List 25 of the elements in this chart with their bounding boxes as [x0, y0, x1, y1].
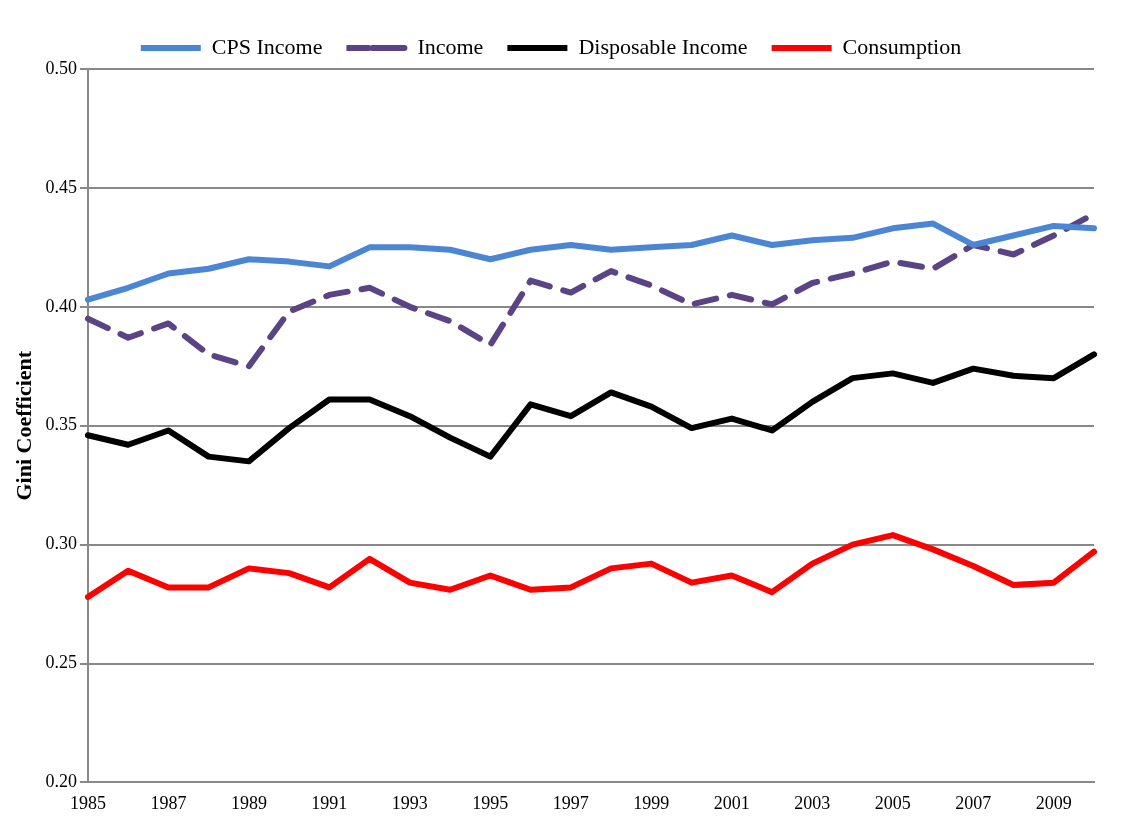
legend-label: Consumption — [842, 33, 962, 59]
y-tick-label: 0.50 — [45, 57, 77, 78]
x-tick-label: 2001 — [713, 792, 750, 813]
x-tick-label: 1995 — [472, 792, 509, 813]
x-tick-label: 1997 — [552, 792, 589, 813]
y-tick-label: 0.30 — [45, 533, 77, 554]
legend-label: CPS Income — [211, 33, 323, 59]
legend-label: Income — [417, 33, 484, 59]
x-tick-label: 2005 — [874, 792, 911, 813]
y-axis-title: Gini Coefficient — [10, 350, 36, 501]
x-tick-label: 1987 — [150, 792, 187, 813]
x-tick-label: 1991 — [311, 792, 348, 813]
x-tick-label: 2003 — [794, 792, 831, 813]
x-tick-label: 1989 — [230, 792, 267, 813]
x-tick-label: 2009 — [1035, 792, 1072, 813]
y-tick-label: 0.45 — [45, 176, 77, 197]
x-tick-label: 1993 — [391, 792, 428, 813]
y-tick-label: 0.25 — [45, 652, 77, 673]
x-tick-label: 1999 — [633, 792, 670, 813]
y-tick-label: 0.40 — [45, 295, 77, 316]
x-tick-label: 1985 — [69, 792, 106, 813]
x-tick-label: 2007 — [955, 792, 992, 813]
legend-label: Disposable Income — [578, 33, 748, 59]
y-tick-label: 0.35 — [45, 414, 77, 435]
y-tick-label: 0.20 — [45, 771, 77, 792]
